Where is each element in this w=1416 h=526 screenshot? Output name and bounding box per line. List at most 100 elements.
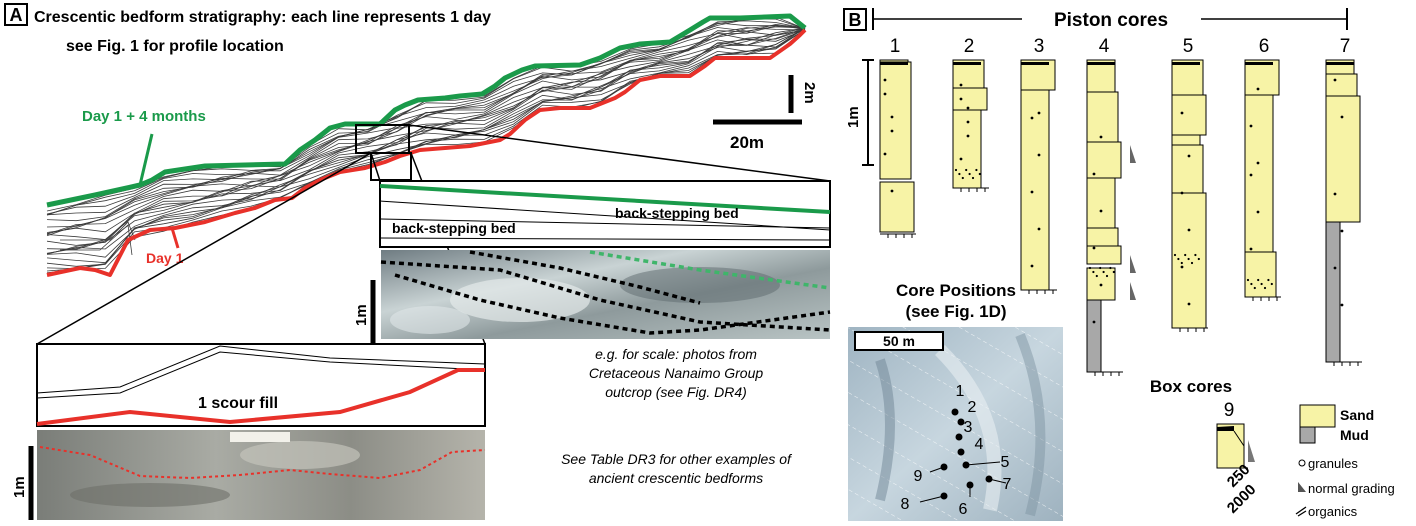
inset-line-1: [379, 200, 831, 231]
core-pebble: [966, 134, 970, 138]
map-label-4: 4: [975, 436, 984, 453]
core-pebble: [1037, 111, 1041, 115]
outcrop-rock-2: [620, 267, 780, 303]
core-pebble: [1180, 111, 1184, 115]
core-granule: [1095, 274, 1098, 278]
core-number-7: 7: [1340, 36, 1351, 57]
map-points-group: 12 345 6 7 89: [901, 383, 1012, 518]
inset-green-line: [379, 184, 831, 214]
zoom-box-lower: [370, 152, 412, 181]
core-granule: [1187, 257, 1190, 261]
map-scale-label: 50 m: [883, 333, 915, 349]
core-segment: [1325, 221, 1341, 363]
core-pebble: [959, 83, 963, 87]
map-point-4: [957, 448, 965, 456]
core-pebble: [966, 120, 970, 124]
map-scale-box: [854, 331, 944, 351]
map-label-2: 2: [968, 399, 977, 416]
core-grading-mark: [1130, 282, 1136, 300]
core-granule: [968, 172, 971, 176]
core-pebble: [1340, 229, 1344, 233]
core-granule: [1190, 261, 1194, 265]
box-core-grading-symbol: [1248, 440, 1255, 462]
core-granule: [1105, 274, 1109, 278]
core-pebble: [1037, 227, 1041, 231]
core-top-band: [1245, 62, 1273, 65]
map-label-7: 7: [1003, 476, 1012, 493]
legend-organics: organics: [1308, 504, 1358, 519]
daily-line: [60, 221, 136, 241]
map-leader-7: [988, 478, 1007, 484]
daily-lines-group: [46, 16, 806, 274]
core-granule: [1253, 286, 1256, 290]
core-number-6: 6: [1259, 36, 1270, 57]
daily-line: [46, 27, 806, 250]
zoom-line-upper-right: [408, 124, 831, 182]
label-day-late-leader: [138, 133, 154, 186]
scour-line-lower: [36, 351, 486, 399]
positions-title-line2: (see Fig. 1D): [905, 302, 1006, 321]
legend-mud: Mud: [1340, 427, 1369, 443]
core-pebble: [1187, 228, 1191, 232]
core-pebble: [1256, 210, 1260, 214]
photo-scale-lower-label: 1m: [11, 476, 28, 498]
core-granule: [975, 168, 978, 172]
core-pebble: [883, 152, 887, 156]
daily-line: [46, 29, 806, 254]
map-leader-5: [965, 461, 1001, 466]
box-core-number: 9: [1224, 400, 1235, 421]
core-pebble: [1099, 209, 1103, 213]
core-pebble: [1092, 320, 1096, 324]
core-pebble: [890, 129, 894, 133]
core-granule: [1180, 261, 1183, 265]
outcrop-photo-lower: [37, 430, 485, 520]
core-granule: [958, 172, 961, 176]
core-granule: [1109, 266, 1112, 270]
core-pebble: [1340, 115, 1344, 119]
map-ridge-2: [935, 345, 1002, 512]
core-pebble: [1092, 246, 1096, 250]
map-label-9: 9: [914, 468, 923, 485]
daily-line: [46, 25, 806, 222]
profile-day-first: [46, 28, 807, 277]
core-pebble: [890, 115, 894, 119]
core-top-band: [1087, 62, 1115, 65]
core-pebble: [1333, 192, 1337, 196]
core-granule: [1257, 278, 1260, 282]
legend-grading-icon: [1298, 482, 1306, 492]
label-day-first-leader: [170, 227, 180, 249]
map-point-3: [955, 433, 963, 441]
core-granule: [978, 172, 981, 176]
core-pebble: [1333, 78, 1337, 82]
outcrop-rock-1: [450, 278, 590, 322]
core-pebble: [1037, 153, 1041, 157]
core-granule: [1197, 257, 1200, 261]
core-granule: [1099, 266, 1102, 270]
core-segment: [879, 61, 912, 180]
core-segment: [879, 181, 915, 233]
map-label-8: 8: [901, 496, 910, 513]
legend-granules: granules: [1308, 456, 1358, 471]
daily-line: [46, 27, 806, 246]
core-pebble: [1180, 265, 1184, 269]
profile-day-late: [46, 13, 807, 208]
panel-a: A Crescentic bedform stratigraphy: each …: [4, 3, 831, 520]
photo-lower-rock-2: [70, 483, 230, 507]
panel-b-letter: B: [849, 10, 862, 30]
core-segment: [1325, 95, 1361, 223]
core-granule: [1102, 270, 1105, 274]
caption-photo-line3: outcrop (see Fig. DR4): [605, 384, 747, 400]
core-granule: [961, 176, 964, 180]
core-granule: [1260, 282, 1263, 286]
core-segment: [1086, 91, 1119, 143]
box-core-mud-band: [1217, 426, 1234, 431]
core-pebble: [1030, 116, 1034, 120]
core-pebble: [1333, 266, 1337, 270]
daily-line: [46, 29, 806, 272]
grain-tick-2000: 2000: [1224, 481, 1260, 517]
core-top-band: [880, 62, 908, 65]
label-day-late: Day 1 + 4 months: [82, 108, 206, 125]
positions-title-line1: Core Positions: [896, 281, 1016, 300]
outcrop-dotted-bed-2: [394, 273, 831, 335]
